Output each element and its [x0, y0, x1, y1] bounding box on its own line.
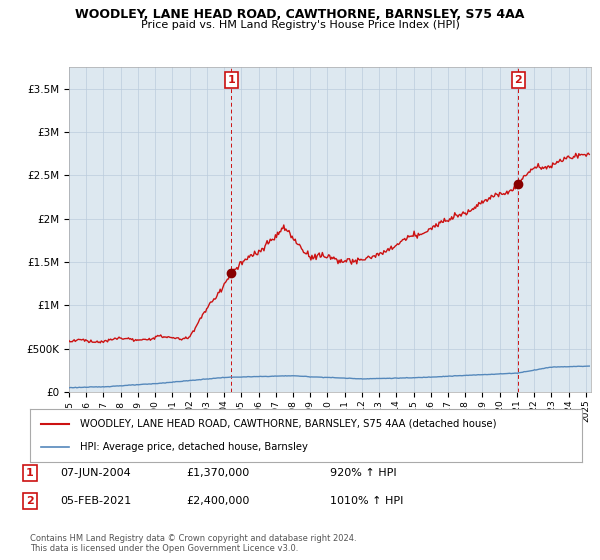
Text: 1: 1: [227, 75, 235, 85]
Text: 1: 1: [26, 468, 34, 478]
Text: £2,400,000: £2,400,000: [186, 496, 250, 506]
Text: HPI: Average price, detached house, Barnsley: HPI: Average price, detached house, Barn…: [80, 442, 308, 452]
Text: 2: 2: [26, 496, 34, 506]
Text: WOODLEY, LANE HEAD ROAD, CAWTHORNE, BARNSLEY, S75 4AA (detached house): WOODLEY, LANE HEAD ROAD, CAWTHORNE, BARN…: [80, 419, 496, 429]
Text: 05-FEB-2021: 05-FEB-2021: [60, 496, 131, 506]
Text: 1010% ↑ HPI: 1010% ↑ HPI: [330, 496, 403, 506]
Text: Contains HM Land Registry data © Crown copyright and database right 2024.
This d: Contains HM Land Registry data © Crown c…: [30, 534, 356, 553]
Text: 07-JUN-2004: 07-JUN-2004: [60, 468, 131, 478]
Text: WOODLEY, LANE HEAD ROAD, CAWTHORNE, BARNSLEY, S75 4AA: WOODLEY, LANE HEAD ROAD, CAWTHORNE, BARN…: [76, 8, 524, 21]
Text: £1,370,000: £1,370,000: [186, 468, 249, 478]
Text: 920% ↑ HPI: 920% ↑ HPI: [330, 468, 397, 478]
Text: 2: 2: [515, 75, 523, 85]
Text: Price paid vs. HM Land Registry's House Price Index (HPI): Price paid vs. HM Land Registry's House …: [140, 20, 460, 30]
